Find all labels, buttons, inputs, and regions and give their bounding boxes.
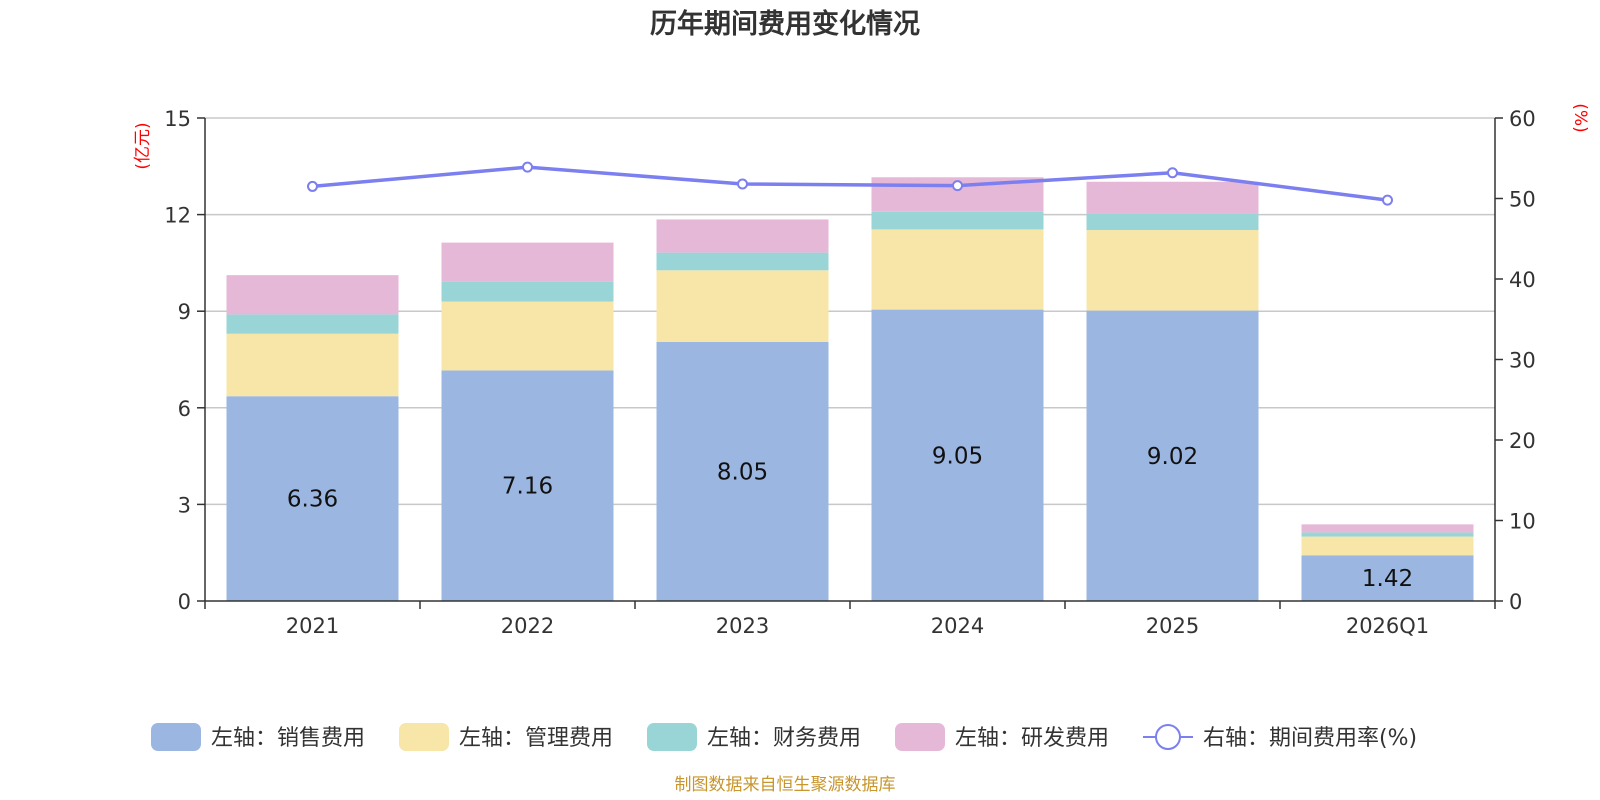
legend-swatch <box>399 723 449 751</box>
left-axis-tick-label: 6 <box>178 397 191 421</box>
bar-segment <box>656 270 829 342</box>
bar-segment <box>441 370 614 601</box>
bar-value-label: 7.16 <box>502 474 553 500</box>
x-axis-tick-label: 2024 <box>931 614 984 638</box>
legend-label: 左轴：管理费用 <box>459 726 613 751</box>
right-axis-unit: (%) <box>1570 103 1590 132</box>
bar-segment <box>1086 230 1259 311</box>
stacked-bars <box>226 177 1474 601</box>
bar-value-label: 6.36 <box>287 487 338 513</box>
rate-line-point <box>952 180 963 192</box>
left-axis-tick-label: 9 <box>178 300 191 324</box>
legend-swatch <box>895 723 945 751</box>
legend-label: 左轴：财务费用 <box>707 726 861 751</box>
axes: 0 3 6 9 12 15 0 10 20 30 40 50 60 (亿元) (%) 2021 2022 2023… <box>133 103 1590 638</box>
left-axis-tick-label: 3 <box>178 493 191 517</box>
rate-line-point <box>1382 194 1393 206</box>
expense-rate-line <box>307 161 1393 206</box>
legend-swatch <box>151 723 201 751</box>
legend-swatch <box>647 723 697 751</box>
legend-label: 左轴：研发费用 <box>955 726 1109 751</box>
x-axis-tick-label: 2022 <box>501 614 554 638</box>
source-note: 制图数据来自恒生聚源数据库 <box>675 775 896 795</box>
right-axis-tick-label: 10 <box>1509 510 1536 534</box>
rate-line-point <box>1167 167 1178 179</box>
bar-value-label: 8.05 <box>717 459 768 485</box>
bar-segment <box>441 281 614 302</box>
left-axis-unit: (亿元) <box>133 122 153 169</box>
rate-line-path <box>312 165 1388 202</box>
bar-segment <box>871 229 1044 310</box>
legend-label: 左轴：销售费用 <box>211 726 365 751</box>
right-axis-tick-label: 20 <box>1509 429 1536 453</box>
bar-segment <box>871 211 1044 230</box>
bar-segment <box>441 301 614 371</box>
left-axis-tick-label: 15 <box>164 107 191 131</box>
right-axis-tick-label: 50 <box>1509 188 1536 212</box>
bar-segment <box>1086 310 1259 601</box>
bar-segment <box>656 252 829 271</box>
bar-segment <box>1301 532 1474 537</box>
legend: 左轴：销售费用 左轴：管理费用 左轴：财务费用 左轴：研发费用 右轴：期间费用率(%) <box>151 723 1417 751</box>
bar-value-label: 9.05 <box>932 443 983 469</box>
left-axis-tick-label: 12 <box>164 204 191 228</box>
right-axis-tick-label: 0 <box>1509 590 1522 614</box>
bar-segment <box>1301 555 1474 601</box>
x-axis-tick-label: 2023 <box>716 614 769 638</box>
bar-segment <box>226 333 399 397</box>
bar-segment <box>226 396 399 601</box>
bar-segment <box>1086 213 1259 231</box>
bar-value-labels: 6.36 7.16 8.05 9.05 9.02 1.42 <box>287 443 1413 592</box>
bar-segment <box>1301 536 1474 556</box>
chart-title: 历年期间费用变化情况 <box>650 8 920 40</box>
right-axis-tick-label: 60 <box>1509 107 1536 131</box>
bar-segment <box>226 275 399 315</box>
bar-segment <box>441 242 614 282</box>
rate-line-point <box>307 180 318 192</box>
bar-segment <box>871 309 1044 601</box>
grid-lines <box>205 117 1495 506</box>
x-axis-tick-label: 2026Q1 <box>1346 614 1429 638</box>
right-axis-tick-label: 40 <box>1509 268 1536 292</box>
right-axis-tick-label: 30 <box>1509 349 1536 373</box>
bar-value-label: 9.02 <box>1147 444 1198 470</box>
x-axis-tick-label: 2025 <box>1146 614 1199 638</box>
bar-segment <box>1086 181 1259 214</box>
left-axis-tick-label: 0 <box>178 590 191 614</box>
legend-swatch-marker <box>1155 724 1181 750</box>
bar-segment <box>1301 524 1474 533</box>
bar-segment <box>656 341 829 601</box>
bar-segment <box>226 314 399 334</box>
x-axis-tick-label: 2021 <box>286 614 339 638</box>
rate-line-point <box>737 178 748 190</box>
bar-segment <box>656 219 829 253</box>
legend-label: 右轴：期间费用率(%) <box>1203 726 1417 751</box>
bar-value-label: 1.42 <box>1362 566 1413 592</box>
rate-line-point <box>522 161 533 173</box>
